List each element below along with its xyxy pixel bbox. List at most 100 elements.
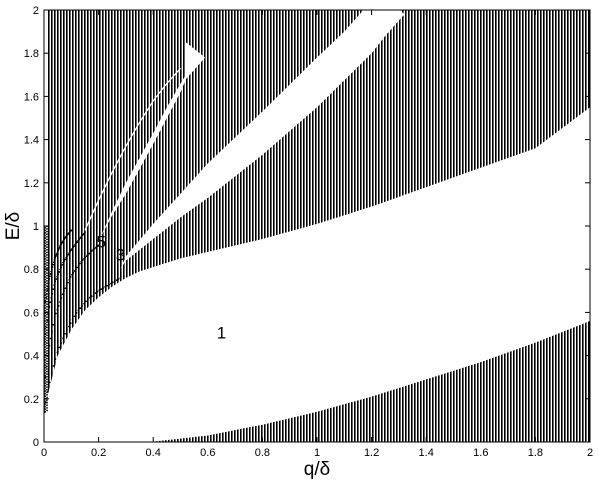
column-dot	[46, 378, 48, 381]
dot-point	[71, 318, 74, 321]
column-dot	[46, 298, 48, 300]
column-dot	[46, 228, 48, 230]
dot-point	[54, 358, 57, 360]
dot-point	[87, 298, 89, 301]
column-dot	[46, 326, 48, 329]
column-dot	[46, 316, 48, 319]
dot-point	[59, 301, 61, 303]
dot-point	[50, 297, 53, 299]
column-dot	[46, 401, 48, 404]
region-label-5: 5	[97, 233, 106, 252]
dot-point	[83, 302, 86, 305]
column-dot	[46, 295, 48, 298]
dot-point	[52, 263, 55, 266]
dot-point	[70, 229, 73, 232]
column-dot	[46, 282, 48, 285]
column-dot	[46, 259, 48, 262]
column-dot	[46, 248, 48, 251]
x-tick-label: 1.6	[473, 447, 488, 459]
gap-band-2	[120, 10, 405, 270]
column-dot	[46, 388, 48, 391]
dot-point	[79, 262, 81, 265]
dot-point	[66, 255, 69, 258]
dot-point	[82, 233, 84, 236]
dot-point	[115, 279, 118, 282]
column-dot	[46, 406, 48, 409]
dotted-series-0	[44, 276, 122, 413]
dot-point	[83, 257, 85, 260]
dot-point	[80, 236, 82, 239]
dot-point	[73, 245, 75, 248]
column-dot	[46, 269, 48, 272]
column-dot	[46, 399, 48, 401]
dot-point	[81, 305, 84, 307]
column-dot	[46, 318, 48, 321]
dot-point	[48, 381, 51, 384]
dot-point	[104, 286, 107, 288]
dot-point	[106, 284, 108, 287]
dot-point	[73, 315, 76, 318]
column-dot	[46, 383, 48, 386]
dot-point	[61, 264, 64, 266]
region-labels: 1 35	[97, 233, 227, 343]
dot-point	[75, 311, 78, 314]
column-dot	[46, 349, 48, 352]
y-tick-label: 0.8	[24, 264, 39, 276]
dot-point	[58, 271, 61, 273]
dot-point	[84, 231, 86, 234]
dot-point	[83, 232, 85, 235]
dot-point	[75, 268, 77, 271]
dot-point	[57, 249, 60, 252]
y-axis-label: E/δ	[3, 212, 24, 241]
column-dot	[46, 329, 48, 332]
column-dot	[46, 230, 48, 233]
y-tick-label: 1.2	[24, 178, 39, 190]
dot-point	[55, 278, 58, 280]
y-tick-label: 0.4	[24, 351, 39, 363]
x-tick-label: 0.4	[146, 447, 161, 459]
dot-point	[64, 287, 67, 290]
dot-point	[56, 250, 59, 253]
column-dot	[46, 308, 48, 311]
dot-point	[108, 283, 110, 286]
column-dot	[46, 360, 48, 363]
dot-point	[48, 278, 51, 280]
x-axis: 0 0.2 0.4 0.6 0.8 1 1.2 1.4 1.6 1.8 2	[41, 10, 593, 459]
column-dot	[46, 287, 48, 290]
y-tick-label: 0.6	[24, 307, 39, 319]
column-dot	[46, 290, 48, 293]
dot-point	[68, 278, 71, 281]
dot-point	[95, 246, 97, 249]
dot-point	[73, 270, 76, 272]
dot-point	[87, 253, 89, 256]
dot-point	[60, 297, 63, 300]
dot-point	[109, 282, 112, 285]
column-dot	[46, 324, 48, 326]
dot-point	[69, 276, 72, 278]
x-tick-label: 1.2	[364, 447, 379, 459]
dot-point	[76, 241, 78, 244]
column-dot	[46, 243, 48, 246]
dot-point	[72, 246, 74, 249]
dot-point	[50, 268, 53, 271]
dot-point	[49, 337, 52, 340]
column-dot	[46, 396, 48, 399]
dot-point	[102, 287, 105, 289]
column-dot	[46, 368, 48, 370]
column-dot	[46, 246, 48, 249]
dot-point	[68, 252, 71, 255]
dot-point	[52, 364, 55, 367]
y-tick-label: 1.6	[24, 91, 39, 103]
dot-point	[67, 325, 70, 328]
dot-point	[66, 328, 68, 331]
dot-point	[49, 273, 52, 275]
column-dot	[46, 235, 48, 238]
column-dot	[46, 313, 48, 316]
dot-point	[60, 266, 63, 269]
region-label-1: 1	[217, 323, 226, 342]
dot-point	[85, 300, 87, 303]
dot-point	[48, 305, 51, 308]
y-tick-label: 1.4	[24, 135, 39, 147]
dot-point	[47, 281, 50, 284]
